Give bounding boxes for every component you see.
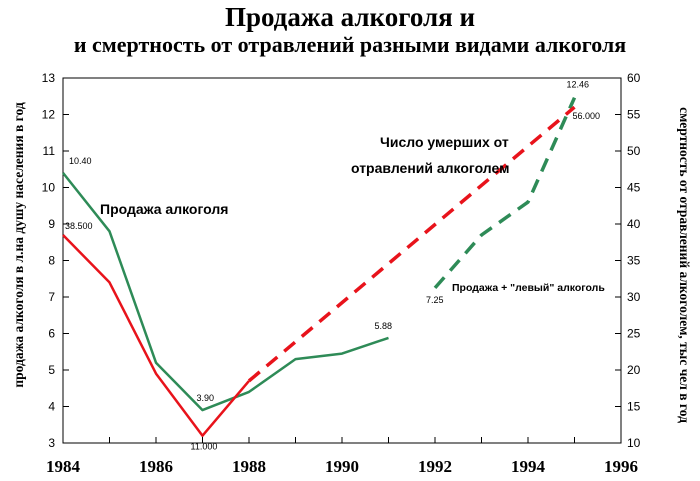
y-right-tick-label: 10 (627, 436, 641, 450)
y-right-tick-label: 40 (627, 217, 641, 231)
annotations: Продажа алкоголя Число умерших от отравлен… (100, 134, 605, 294)
x-tick-label: 1994 (511, 457, 546, 476)
x-tick-label: 1990 (325, 457, 359, 476)
y-left-tick-label: 12 (42, 108, 56, 122)
data-label: 5.88 (375, 321, 393, 331)
axes: 3456789101112131015202530354045505560198… (42, 71, 641, 476)
y-right-tick-label: 35 (627, 254, 641, 268)
x-tick-label: 1984 (46, 457, 81, 476)
plot-frame (62, 77, 622, 444)
annotation-illegal-label: Продажа + "левый" алкоголь (452, 282, 605, 294)
y-left-tick-label: 5 (48, 363, 55, 377)
annotation-sales-label: Продажа алкоголя (100, 201, 228, 217)
y-left-tick-label: 8 (48, 254, 55, 268)
annotation-deaths-label-1: Число умерших от (380, 134, 509, 150)
data-label: 7.25 (426, 295, 444, 305)
y-left-tick-label: 10 (42, 181, 56, 195)
y-left-tick-label: 13 (42, 71, 56, 85)
series-line-deaths (62, 234, 250, 437)
y-left-tick-label: 7 (48, 290, 55, 304)
y-left-tick-label: 6 (48, 327, 55, 341)
data-label: 56.000 (573, 111, 601, 121)
data-label: 38.500 (65, 221, 93, 231)
series-line-deaths_dashed (247, 105, 576, 383)
y-right-tick-label: 15 (627, 400, 641, 414)
y-right-tick-label: 60 (627, 71, 641, 85)
x-tick-label: 1996 (604, 457, 638, 476)
y-left-tick-label: 3 (48, 436, 55, 450)
y-right-tick-label: 25 (627, 327, 641, 341)
data-label: 12.46 (567, 80, 590, 90)
annotation-deaths-label-2: отравлений алкоголем (351, 160, 509, 176)
chart-subtitle: и смертность от отравлений разными видам… (73, 32, 627, 57)
x-tick-label: 1986 (139, 457, 173, 476)
y-right-tick-label: 20 (627, 363, 641, 377)
y-right-tick-label: 45 (627, 181, 641, 195)
data-label: 11.000 (191, 442, 218, 452)
series-lines (62, 96, 577, 437)
y-right-tick-label: 30 (627, 290, 641, 304)
data-labels: 10.40 38.500 3.90 11.000 5.88 7.25 12.46 56.000 (65, 80, 600, 452)
y-right-tick-label: 50 (627, 144, 641, 158)
y-left-tick-label: 9 (48, 217, 55, 231)
series-line-sales_illegal (433, 96, 577, 290)
series-line-sales (62, 172, 389, 412)
data-label: 3.90 (197, 393, 215, 403)
y-right-tick-label: 55 (627, 108, 641, 122)
chart-title: Продажа алкоголя и (224, 2, 476, 32)
x-tick-label: 1992 (418, 457, 452, 476)
x-tick-label: 1988 (232, 457, 266, 476)
y-left-tick-label: 11 (43, 144, 56, 158)
data-label: 10.40 (69, 156, 92, 166)
y-left-tick-label: 4 (48, 400, 55, 414)
